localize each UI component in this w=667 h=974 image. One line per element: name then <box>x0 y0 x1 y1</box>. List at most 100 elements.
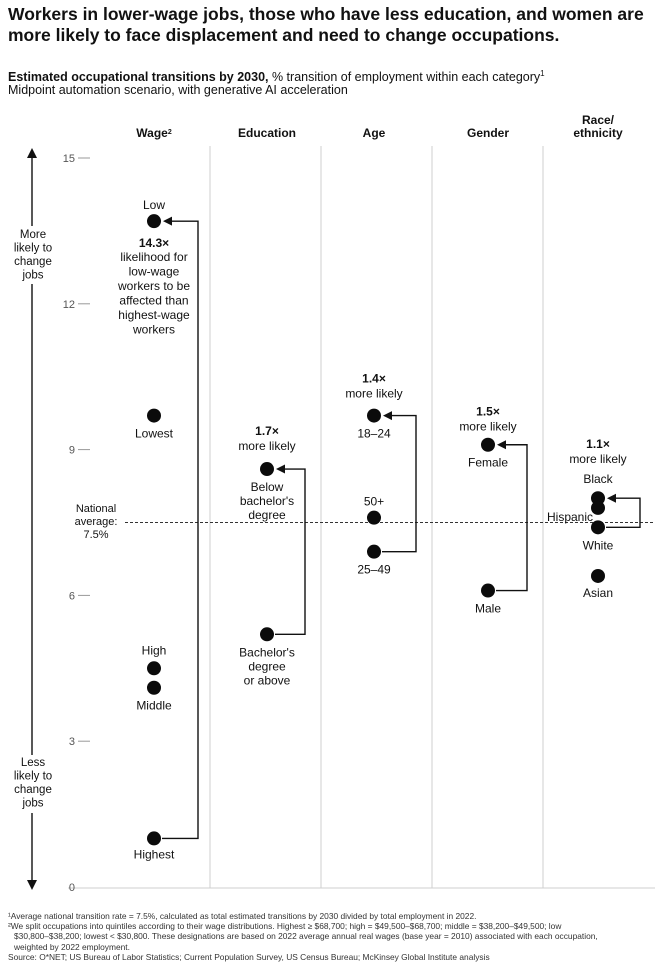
direction-arrow-up-head <box>27 148 37 158</box>
gender-point-1 <box>481 437 495 452</box>
education-label-2-line-3: or above <box>244 673 291 687</box>
race-point-2 <box>591 500 605 515</box>
direction-arrow-down-head <box>27 880 37 890</box>
education-point-2 <box>260 627 274 642</box>
race-label-white: White <box>583 538 614 552</box>
subtitle-bold: Estimated occupational transitions by 20… <box>8 70 269 85</box>
y-tick-label-15: 15 <box>63 153 75 165</box>
subtitle-rest: % transition of employment within each c… <box>268 70 541 85</box>
axis-top-label-line-3: change <box>14 256 52 268</box>
wage-ratio-text-line-4: affected than <box>119 294 188 308</box>
education-label-2-line-2: degree <box>248 659 286 673</box>
race-ratio: 1.1× <box>586 437 610 451</box>
footnote-2-end: weighted by 2022 employment. <box>14 941 130 952</box>
race-label-asian: Asian <box>583 586 613 600</box>
education-label-2-line-1: Bachelor's <box>239 645 295 659</box>
gender-point-2 <box>481 583 495 598</box>
wage-bracket <box>162 220 199 840</box>
wage-ratio: 14.3× <box>139 236 169 250</box>
gender-bracket-arrowhead <box>497 440 506 450</box>
y-tick-label-9: 9 <box>69 445 75 457</box>
wage-bracket-arrowhead <box>163 216 172 226</box>
age-point-3 <box>367 544 381 559</box>
axis-top-label-bg <box>8 226 58 284</box>
education-ratio-text: more likely <box>238 439 295 453</box>
subtitle-footnote-mark: 1 <box>540 69 545 78</box>
column-header-5-line-1: Race/ <box>582 113 615 127</box>
y-tick-label-12: 12 <box>63 299 75 311</box>
axis-bottom-label-line-3: change <box>14 784 52 796</box>
gender-ratio-text: more likely <box>459 420 516 434</box>
axis-top-label-line-2: likely to <box>14 243 52 255</box>
footnotes: ¹Average national transition rate = 7.5%… <box>8 911 658 962</box>
age-bracket-arrowhead <box>383 411 392 421</box>
axis-bottom-label-bg <box>8 755 58 813</box>
race-label-black: Black <box>583 472 613 486</box>
wage-point-4 <box>147 680 161 695</box>
education-bracket <box>275 468 306 635</box>
education-bracket-arrowhead <box>276 464 285 474</box>
wage-ratio-text-line-1: likelihood for <box>120 250 187 264</box>
wage-ratio-text-line-6: workers <box>132 323 175 337</box>
race-label-hispanic: Hispanic <box>547 510 593 524</box>
axis-top-label-line-1: More <box>20 229 46 241</box>
axis-bottom-label-line-1: Less <box>21 757 46 769</box>
race-bracket <box>606 497 641 529</box>
education-point-1 <box>260 462 274 477</box>
age-ratio: 1.4× <box>362 372 386 386</box>
axis-bottom-label-line-4: jobs <box>21 798 43 810</box>
chart-subtitle: Estimated occupational transitions by 20… <box>8 66 658 85</box>
axis-bottom-label-line-2: likely to <box>14 771 52 783</box>
national-average-label-line-3: 7.5% <box>83 529 108 541</box>
axis-top-label-line-4: jobs <box>21 270 43 282</box>
age-label-18-24: 18–24 <box>357 427 391 441</box>
race-point-3 <box>591 520 605 535</box>
wage-point-5 <box>147 831 161 846</box>
column-header-1: Wage2 <box>136 126 172 140</box>
race-bracket-arrowhead <box>607 493 616 503</box>
wage-label-highest: Highest <box>134 847 175 861</box>
wage-point-1 <box>147 214 161 229</box>
race-point-1 <box>591 491 605 506</box>
gender-ratio: 1.5× <box>476 405 500 419</box>
y-tick-label-3: 3 <box>69 736 75 748</box>
wage-point-3 <box>147 661 161 676</box>
gender-bracket <box>496 444 528 592</box>
column-header-3: Age <box>363 126 386 140</box>
wage-ratio-text-line-3: workers to be <box>117 279 190 293</box>
wage-label-high: High <box>142 643 167 657</box>
race-ratio-text: more likely <box>569 452 626 466</box>
age-bracket <box>382 414 417 553</box>
wage-ratio-text-line-2: low-wage <box>129 265 180 279</box>
education-label-1-line-1: Below <box>251 480 284 494</box>
column-header-5-line-2: ethnicity <box>573 126 623 140</box>
column-header-2: Education <box>238 126 296 140</box>
age-point-1 <box>367 408 381 423</box>
chart-title: Workers in lower-wage jobs, those who ha… <box>8 4 644 45</box>
gender-label-male: Male <box>475 602 501 616</box>
wage-label-lowest: Lowest <box>135 427 174 441</box>
column-header-4: Gender <box>467 126 509 140</box>
footnote-1: ¹Average national transition rate = 7.5%… <box>8 911 477 921</box>
footnote-2-cont: $30,800–$38,200; lowest < $30,800. These… <box>14 931 598 942</box>
gender-label-female: Female <box>468 456 508 470</box>
age-label-25-49: 25–49 <box>357 563 391 577</box>
source-note: Source: O*NET; US Bureau of Labor Statis… <box>8 951 490 962</box>
wage-point-2 <box>147 408 161 423</box>
education-label-1-line-3: degree <box>248 508 286 522</box>
wage-ratio-text-line-5: highest-wage <box>118 308 190 322</box>
age-ratio-text: more likely <box>345 387 402 401</box>
education-label-1-line-2: bachelor's <box>240 494 294 508</box>
y-tick-label-6: 6 <box>69 590 75 602</box>
footnote-2: ²We split occupations into quintiles acc… <box>8 921 562 932</box>
chart-scenario: Midpoint automation scenario, with gener… <box>8 83 348 97</box>
wage-label-middle: Middle <box>136 699 172 713</box>
age-label-50-plus: 50+ <box>364 495 384 509</box>
race-point-4 <box>591 568 605 583</box>
age-point-2 <box>367 510 381 525</box>
national-average-label-line-1: National <box>76 503 116 515</box>
national-average-label-line-2: average: <box>75 516 118 528</box>
education-ratio: 1.7× <box>255 424 279 438</box>
y-tick-label-0: 0 <box>69 882 75 894</box>
